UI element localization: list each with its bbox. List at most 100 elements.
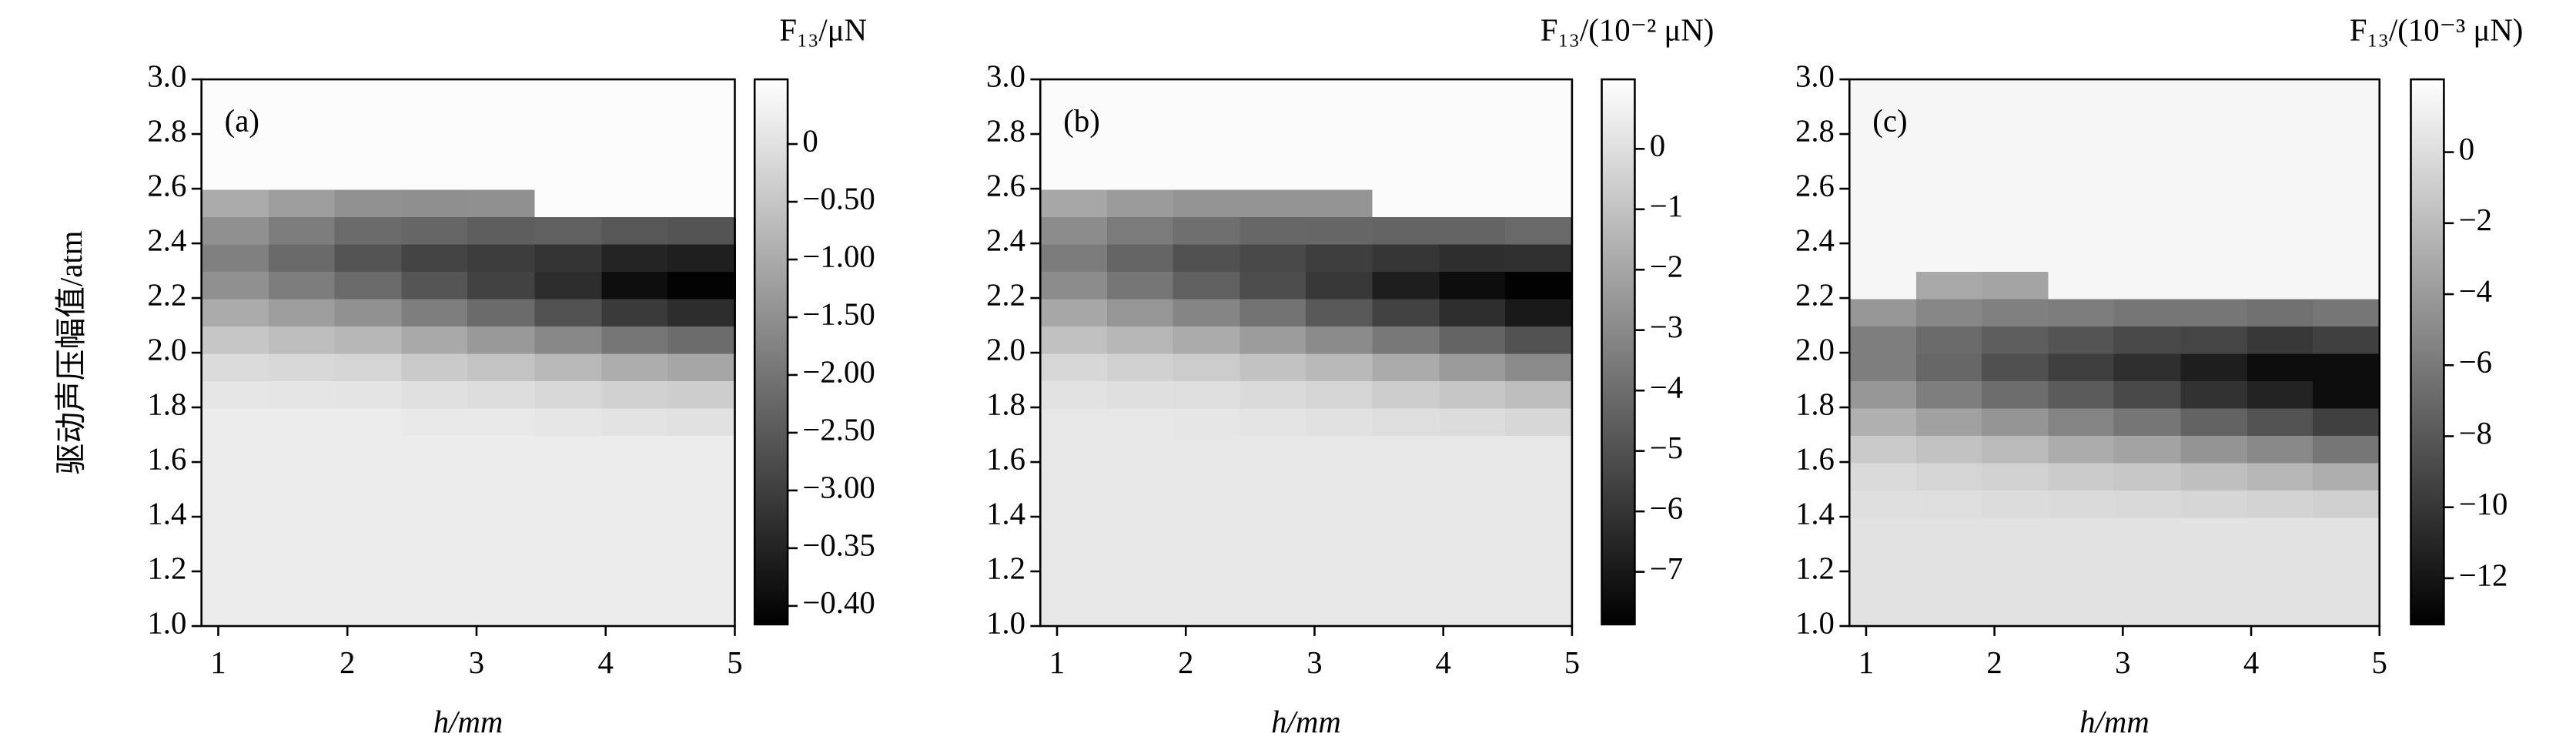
heat-cell [401, 106, 470, 136]
colorbar-tick-label: −0.40 [802, 585, 875, 620]
heat-cell [201, 598, 270, 628]
heat-cell [334, 380, 403, 409]
heat-cell [334, 106, 403, 136]
heat-cell [1372, 216, 1440, 245]
heat-cell [2180, 598, 2249, 628]
heat-cell [1305, 216, 1374, 245]
y-tick-label: 1.0 [147, 605, 186, 640]
heat-cell [401, 544, 470, 573]
heat-cell [1372, 517, 1440, 545]
y-tick-label: 1.2 [986, 551, 1025, 585]
heat-cell [2048, 189, 2116, 217]
heat-cell [1915, 489, 1984, 518]
heat-cell [2048, 489, 2116, 518]
heat-cell [2048, 544, 2116, 573]
heat-cell [2048, 434, 2116, 464]
heat-cell [534, 598, 603, 628]
y-tick-label: 2.8 [986, 113, 1025, 148]
heat-cell [334, 353, 403, 381]
heat-cell [401, 462, 470, 491]
heat-cell [334, 571, 403, 600]
heat-cell [1439, 407, 1507, 436]
heat-cell [1504, 189, 1574, 217]
heat-cell [1107, 598, 1176, 628]
heat-cell [201, 517, 270, 545]
panel-label: (b) [1063, 103, 1100, 138]
heat-cell [2247, 298, 2316, 326]
heat-cell [1372, 434, 1440, 464]
heat-cell [268, 134, 337, 162]
heat-cell [201, 434, 270, 464]
heat-cell [2113, 407, 2182, 436]
heat-cell [2113, 189, 2182, 217]
heat-cell [667, 134, 736, 162]
heat-cell [401, 79, 470, 108]
heat-cell [1981, 380, 2049, 409]
heat-cell [2180, 270, 2249, 300]
heat-cell [1372, 106, 1440, 136]
colorbar-tick-label: −2.00 [802, 354, 875, 389]
heat-cell [2313, 434, 2381, 464]
colorbar-tick-label: −3 [1650, 310, 1683, 344]
heat-cell [334, 407, 403, 436]
heat-cell [2247, 161, 2316, 190]
heat-cell [2180, 407, 2249, 436]
colorbar [753, 78, 789, 626]
heat-cell [2113, 571, 2182, 600]
heat-cell [268, 161, 337, 190]
heat-cell [1305, 434, 1374, 464]
heat-cell [1305, 517, 1374, 545]
heat-cell [201, 79, 270, 108]
heat-cell [2113, 380, 2182, 409]
heat-cell [667, 353, 736, 381]
heat-cell [2313, 353, 2381, 381]
heat-cell [334, 243, 403, 272]
heat-cell [1173, 407, 1241, 436]
heat-cell [2247, 353, 2316, 381]
heat-cell [1504, 544, 1574, 573]
heat-cell [2180, 161, 2249, 190]
heat-cell [2048, 598, 2116, 628]
heat-cell [201, 462, 270, 491]
heat-cell [1981, 544, 2049, 573]
heat-cell [534, 544, 603, 573]
heat-cell [1915, 134, 1984, 162]
heat-cell [1915, 161, 1984, 190]
heat-cell [1107, 434, 1176, 464]
heat-cell [1239, 270, 1308, 300]
heat-cell [268, 106, 337, 136]
heat-cell [1173, 161, 1241, 190]
heat-cell [2180, 544, 2249, 573]
heat-cell [401, 353, 470, 381]
heat-cell [1439, 298, 1507, 326]
heat-cell [1372, 380, 1440, 409]
heat-cell [1849, 134, 1918, 162]
heat-cell [201, 216, 270, 245]
heat-cell [534, 517, 603, 545]
heat-cell [1173, 270, 1241, 300]
heat-cell [1915, 598, 1984, 628]
y-tick-label: 2.0 [986, 332, 1025, 367]
heat-cell [2313, 380, 2381, 409]
heat-cell [1849, 571, 1918, 600]
heat-cell [1239, 79, 1308, 108]
heat-cell [601, 353, 671, 381]
x-tick-label: 5 [1564, 645, 1580, 680]
heat-cell [1372, 353, 1440, 381]
x-axis-label: h/mm [1271, 705, 1341, 739]
heat-cell [467, 353, 536, 381]
heat-cell [667, 380, 736, 409]
heat-cell [1981, 106, 2049, 136]
heat-cell [2313, 544, 2381, 573]
heat-cell [667, 462, 736, 491]
heat-cell [1107, 216, 1176, 245]
heat-cell [2180, 353, 2249, 381]
heat-cell [2113, 298, 2182, 326]
colorbar-tick-label: −4 [1650, 370, 1683, 405]
x-tick-label: 3 [2115, 645, 2130, 680]
heat-cell [2247, 380, 2316, 409]
heat-cell [534, 134, 603, 162]
heat-cell [534, 325, 603, 354]
colorbar-title: F₁₃/(10⁻³ μN) [2350, 12, 2523, 47]
heat-cell [1239, 161, 1308, 190]
